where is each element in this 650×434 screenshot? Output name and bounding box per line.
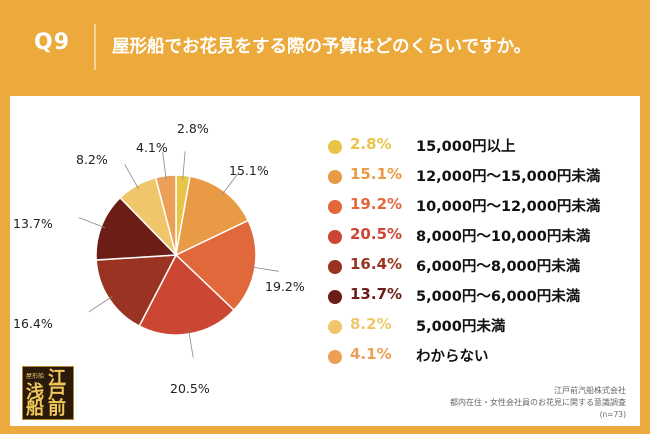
legend-swatch bbox=[328, 350, 342, 364]
slice-label: 8.2% bbox=[76, 152, 108, 167]
leader-line bbox=[78, 217, 106, 229]
slice-label: 15.1% bbox=[229, 163, 269, 178]
legend-percentage: 8.2% bbox=[350, 315, 392, 333]
leader-line bbox=[182, 151, 186, 180]
legend-label: わからない bbox=[416, 349, 489, 365]
legend-label: 5,000円未満 bbox=[416, 319, 506, 335]
legend: 2.8% 15,000円以上 15.1% 12,000円〜15,000円未満 19.2%… bbox=[328, 133, 628, 373]
footer-company: 江戸前汽船株式会社 bbox=[554, 386, 626, 395]
footer-survey: 都内在住・女性会社員のお花見に関する意識調査 bbox=[450, 398, 626, 407]
legend-swatch bbox=[328, 260, 342, 274]
header: Q9 屋形船でお花見をする際の予算はどのくらいですか。 bbox=[0, 0, 650, 96]
legend-item: 15.1% 12,000円〜15,000円未満 bbox=[328, 163, 628, 193]
legend-percentage: 16.4% bbox=[350, 255, 403, 273]
logo-char: 船 bbox=[26, 398, 44, 419]
legend-item: 20.5% 8,000円〜10,000円未満 bbox=[328, 223, 628, 253]
logo-small-text: 屋形船 bbox=[26, 373, 45, 380]
legend-item: 19.2% 10,000円〜12,000円未満 bbox=[328, 193, 628, 223]
legend-label: 15,000円以上 bbox=[416, 139, 516, 155]
company-logo: 屋形船 江 戸 浅 前 船 bbox=[22, 366, 74, 420]
legend-item: 8.2% 5,000円未満 bbox=[328, 313, 628, 343]
pie-chart: 2.8% 15.1% 19.2% 20.5% 16.4% 13.7% 8.2% 4.1% bbox=[13, 121, 305, 396]
slice-label: 13.7% bbox=[13, 216, 53, 231]
leader-line bbox=[88, 296, 113, 313]
logo-char: 前 bbox=[48, 398, 66, 419]
leader-line bbox=[124, 164, 139, 190]
legend-item: 2.8% 15,000円以上 bbox=[328, 133, 628, 163]
leader-line bbox=[188, 329, 194, 358]
legend-item: 4.1% わからない bbox=[328, 343, 628, 373]
slice-label: 2.8% bbox=[177, 121, 209, 136]
legend-item: 16.4% 6,000円〜8,000円未満 bbox=[328, 253, 628, 283]
chart-card: 2.8% 15.1% 19.2% 20.5% 16.4% 13.7% 8.2% 4.1% 2.… bbox=[10, 96, 640, 426]
logo-char: 戸 bbox=[48, 382, 66, 403]
legend-percentage: 4.1% bbox=[350, 345, 392, 363]
legend-label: 6,000円〜8,000円未満 bbox=[416, 259, 581, 275]
legend-swatch bbox=[328, 230, 342, 244]
legend-swatch bbox=[328, 320, 342, 334]
footer: 江戸前汽船株式会社 都内在住・女性会社員のお花見に関する意識調査 (n=73) bbox=[450, 385, 626, 420]
legend-swatch bbox=[328, 140, 342, 154]
legend-percentage: 20.5% bbox=[350, 225, 403, 243]
logo-char: 江 bbox=[48, 368, 66, 389]
legend-swatch bbox=[328, 170, 342, 184]
question-number: Q9 bbox=[34, 30, 71, 55]
legend-label: 8,000円〜10,000円未満 bbox=[416, 229, 591, 245]
footer-sample: (n=73) bbox=[599, 410, 626, 419]
legend-item: 13.7% 5,000円〜6,000円未満 bbox=[328, 283, 628, 313]
slice-label: 4.1% bbox=[136, 140, 168, 155]
legend-label: 12,000円〜15,000円未満 bbox=[416, 169, 601, 185]
legend-swatch bbox=[328, 200, 342, 214]
legend-percentage: 2.8% bbox=[350, 135, 392, 153]
header-divider bbox=[94, 24, 96, 70]
slice-label: 19.2% bbox=[265, 279, 305, 294]
leader-line bbox=[221, 171, 240, 195]
leader-line bbox=[251, 266, 279, 272]
legend-swatch bbox=[328, 290, 342, 304]
legend-percentage: 13.7% bbox=[350, 285, 403, 303]
legend-percentage: 15.1% bbox=[350, 165, 403, 183]
slice-label: 16.4% bbox=[13, 316, 53, 331]
leader-line bbox=[162, 151, 167, 180]
legend-label: 5,000円〜6,000円未満 bbox=[416, 289, 581, 305]
slice-label: 20.5% bbox=[170, 381, 210, 396]
question-title: 屋形船でお花見をする際の予算はどのくらいですか。 bbox=[112, 37, 532, 57]
legend-percentage: 19.2% bbox=[350, 195, 403, 213]
logo-char: 浅 bbox=[26, 382, 44, 403]
legend-label: 10,000円〜12,000円未満 bbox=[416, 199, 601, 215]
